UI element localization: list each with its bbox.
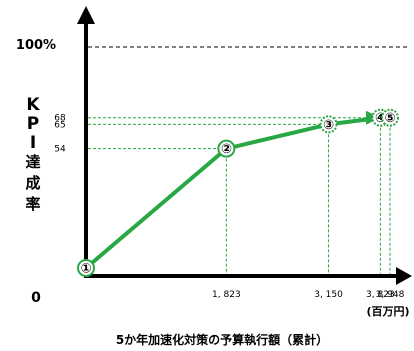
marker-label: ③: [323, 118, 334, 133]
y-tick-label: 65: [54, 120, 65, 130]
y-label-char: 成: [25, 174, 40, 192]
guide-lines: [88, 117, 391, 274]
max-label: 100%: [16, 38, 56, 53]
point-marker: ②: [217, 139, 236, 158]
x-unit-label: (百万円): [366, 305, 409, 318]
y-label-char: 率: [25, 195, 40, 213]
y-tick-label: 68: [54, 114, 66, 124]
point-marker: ③: [319, 115, 338, 134]
marker-label: ⑤: [384, 111, 395, 126]
x-tick-label: 3, 948: [376, 290, 405, 300]
marker-circle: [217, 139, 236, 158]
origin-label: 0: [31, 290, 41, 306]
point-marker: ①: [77, 259, 95, 277]
marker-label: ②: [221, 142, 232, 157]
x-axis-arrow: [396, 267, 412, 285]
y-label-char: I: [30, 133, 36, 153]
series-segment: [84, 147, 228, 270]
y-tick-label: 54: [54, 145, 66, 155]
x-tick-label: 3, 823: [366, 290, 395, 300]
x-tick-label: 3, 150: [314, 290, 343, 300]
x-tick-label: 1, 823: [212, 290, 241, 300]
y-axis-arrow: [77, 6, 95, 24]
y-label-char: P: [27, 114, 39, 134]
y-label-char: 達: [25, 153, 40, 171]
marker-circle: [319, 115, 338, 134]
y-label-char: K: [26, 95, 40, 115]
axes: [77, 6, 412, 285]
marker-label: ①: [80, 262, 91, 277]
series-segment: [225, 122, 330, 151]
marker-circle: [381, 108, 399, 127]
series-line: [84, 110, 391, 270]
point-markers: ① ② ③ ④⑤: [77, 108, 399, 277]
marker-label: ④: [375, 111, 386, 126]
chart-title: 5か年加速化対策の予算執行額（累計）: [116, 332, 328, 347]
marker-circle: [77, 259, 95, 277]
point-marker: ⑤: [381, 108, 399, 127]
labels: 100% 0 (百万円) 5か年加速化対策の予算執行額（累計） 54 1, 823…: [16, 38, 410, 347]
